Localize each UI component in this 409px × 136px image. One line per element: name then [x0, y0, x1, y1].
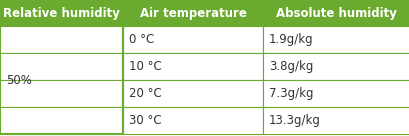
Bar [0, 0, 123, 26]
Text: 7.3g/kg: 7.3g/kg [268, 87, 313, 100]
Text: 13.3g/kg: 13.3g/kg [268, 114, 320, 127]
Text: Absolute humidity: Absolute humidity [275, 7, 396, 19]
Bar [0, 26, 123, 134]
Bar [0, 53, 123, 80]
Bar [123, 53, 262, 80]
Text: 10 °C: 10 °C [129, 60, 162, 73]
Text: Air temperature: Air temperature [139, 7, 246, 19]
Bar [262, 0, 409, 26]
Bar [0, 26, 123, 134]
Bar [123, 80, 262, 107]
Bar [1, 27, 122, 52]
Bar [262, 80, 409, 107]
Text: 50%: 50% [6, 73, 32, 86]
Text: 1.9g/kg: 1.9g/kg [268, 33, 313, 46]
Bar [0, 26, 123, 53]
Bar [262, 26, 409, 53]
Text: 30 °C: 30 °C [129, 114, 161, 127]
Bar [123, 0, 262, 26]
Bar [123, 26, 262, 53]
Text: Relative humidity: Relative humidity [3, 7, 120, 19]
Bar [262, 53, 409, 80]
Bar [0, 80, 123, 107]
Bar [262, 107, 409, 134]
Bar [1, 81, 122, 106]
Bar [1, 108, 122, 133]
Bar [1, 54, 122, 79]
Text: 3.8g/kg: 3.8g/kg [268, 60, 312, 73]
Text: 0 °C: 0 °C [129, 33, 154, 46]
Text: 20 °C: 20 °C [129, 87, 162, 100]
Bar [0, 107, 123, 134]
Bar [123, 107, 262, 134]
